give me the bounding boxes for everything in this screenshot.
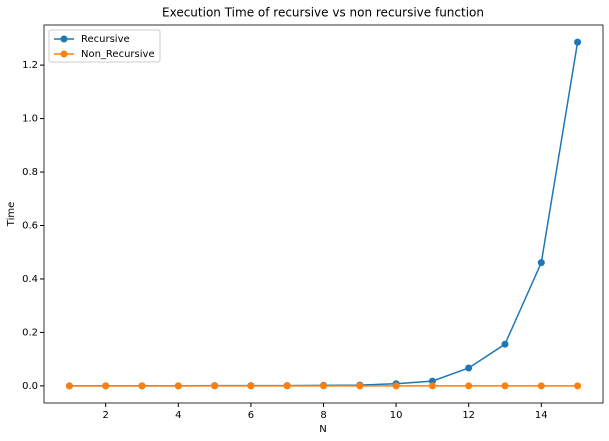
data-point bbox=[65, 382, 73, 390]
data-point bbox=[211, 382, 219, 390]
data-point bbox=[465, 382, 473, 390]
data-point bbox=[247, 382, 255, 390]
x-tick-label: 14 bbox=[535, 410, 548, 421]
y-tick-label: 1.2 bbox=[22, 60, 38, 71]
data-point bbox=[356, 382, 364, 390]
chart-title: Execution Time of recursive vs non recur… bbox=[162, 6, 484, 20]
legend-marker bbox=[60, 35, 68, 43]
y-tick-label: 0.4 bbox=[22, 274, 38, 285]
y-tick-label: 0.6 bbox=[22, 220, 38, 231]
data-point bbox=[574, 38, 582, 46]
data-point bbox=[320, 382, 327, 390]
y-tick-label: 0.2 bbox=[22, 327, 38, 338]
y-tick-label: 0.8 bbox=[22, 167, 38, 178]
legend-label: Non_Recursive bbox=[81, 49, 155, 60]
y-tick-label: 1.0 bbox=[22, 114, 38, 125]
data-point bbox=[574, 382, 582, 390]
legend: Recursive Non_Recursive bbox=[48, 29, 161, 63]
data-point bbox=[501, 382, 509, 390]
x-tick-label: 8 bbox=[320, 410, 326, 421]
legend-marker bbox=[60, 50, 68, 58]
data-point bbox=[537, 382, 545, 390]
data-point bbox=[392, 382, 400, 390]
data-point bbox=[501, 340, 509, 348]
data-point bbox=[138, 382, 146, 390]
x-tick-label: 4 bbox=[175, 410, 181, 421]
y-tick-label: 0.0 bbox=[22, 381, 38, 392]
x-axis-label: N bbox=[319, 424, 326, 435]
data-point bbox=[537, 259, 545, 267]
data-point bbox=[174, 382, 182, 390]
legend-box bbox=[48, 29, 161, 63]
data-point bbox=[102, 382, 110, 390]
data-point bbox=[465, 364, 473, 372]
x-tick-label: 2 bbox=[103, 410, 109, 421]
x-tick-label: 10 bbox=[390, 410, 403, 421]
data-point bbox=[283, 382, 291, 390]
axes-frame bbox=[43, 24, 604, 404]
legend-label: Recursive bbox=[81, 34, 130, 45]
data-point bbox=[428, 382, 436, 390]
data-point bbox=[428, 377, 436, 385]
x-tick-label: 12 bbox=[462, 410, 475, 421]
x-tick-label: 6 bbox=[248, 410, 254, 421]
y-axis-label: Time bbox=[6, 202, 17, 227]
